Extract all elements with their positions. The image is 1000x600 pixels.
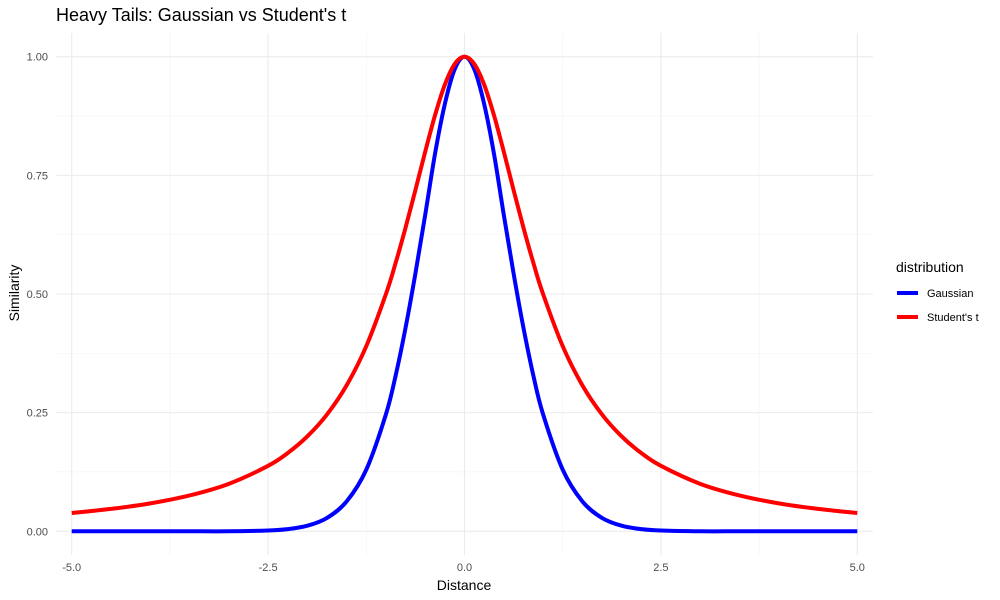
x-tick-label: -5.0	[62, 562, 81, 574]
tick-layer: -5.0 -2.5 0.0 2.5 5.0 0.00 0.25 0.50 0.75 1.00	[27, 52, 865, 574]
x-tick-label: -2.5	[259, 562, 278, 574]
x-tick-label: 0.0	[457, 562, 472, 574]
legend-label-gaussian: Gaussian	[927, 288, 973, 300]
series-line-student-s-t	[71, 54, 858, 515]
x-tick-label: 5.0	[850, 562, 865, 574]
grid-layer	[56, 33, 873, 555]
chart-title: Heavy Tails: Gaussian vs Student's t	[56, 5, 346, 25]
y-tick-label: 0.00	[27, 526, 48, 538]
y-axis-label: Similarity	[6, 265, 22, 322]
legend-title: distribution	[896, 259, 964, 275]
legend: distribution Gaussian Student's t	[896, 259, 979, 324]
y-tick-label: 0.25	[27, 408, 48, 420]
legend-label-student-s-t: Student's t	[927, 312, 979, 324]
y-tick-label: 0.75	[27, 170, 48, 182]
x-tick-label: 2.5	[653, 562, 668, 574]
y-tick-label: 0.50	[27, 289, 48, 301]
series-layer	[71, 54, 858, 534]
y-tick-label: 1.00	[27, 52, 48, 64]
x-axis-label: Distance	[437, 577, 492, 593]
